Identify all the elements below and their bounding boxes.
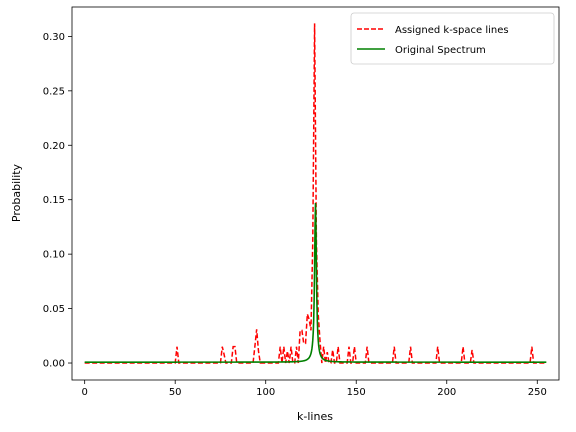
legend-label-assigned: Assigned k-space lines (395, 25, 509, 36)
legend: Assigned k-space lines Original Spectrum (350, 12, 555, 65)
y-tick-label: 0.15 (43, 195, 65, 206)
x-tick-label: 0 (81, 387, 87, 398)
y-tick-label: 0.05 (43, 304, 65, 315)
legend-label-original: Original Spectrum (395, 45, 486, 56)
y-tick-label: 0.00 (43, 359, 65, 370)
series-assigned-kspace-lines (84, 23, 547, 364)
x-tick-label: 50 (169, 387, 182, 398)
y-tick-label: 0.25 (43, 86, 65, 97)
y-axis-ticks: 0.00 0.05 0.10 0.15 0.20 0.25 0.30 (43, 32, 72, 370)
x-axis-label: k-lines (297, 410, 333, 423)
series-original-spectrum (84, 202, 547, 363)
legend-box (350, 12, 555, 65)
y-tick-label: 0.30 (43, 32, 65, 43)
x-axis-ticks: 0 50 100 150 200 250 (81, 380, 547, 398)
x-tick-label: 150 (347, 387, 366, 398)
x-tick-label: 250 (528, 387, 547, 398)
x-tick-label: 200 (437, 387, 456, 398)
x-tick-label: 100 (256, 387, 275, 398)
y-axis-label: Probability (10, 163, 23, 222)
plot-frame (71, 6, 560, 381)
series-layer (84, 23, 547, 364)
y-tick-label: 0.20 (43, 141, 65, 152)
y-tick-label: 0.10 (43, 250, 65, 261)
